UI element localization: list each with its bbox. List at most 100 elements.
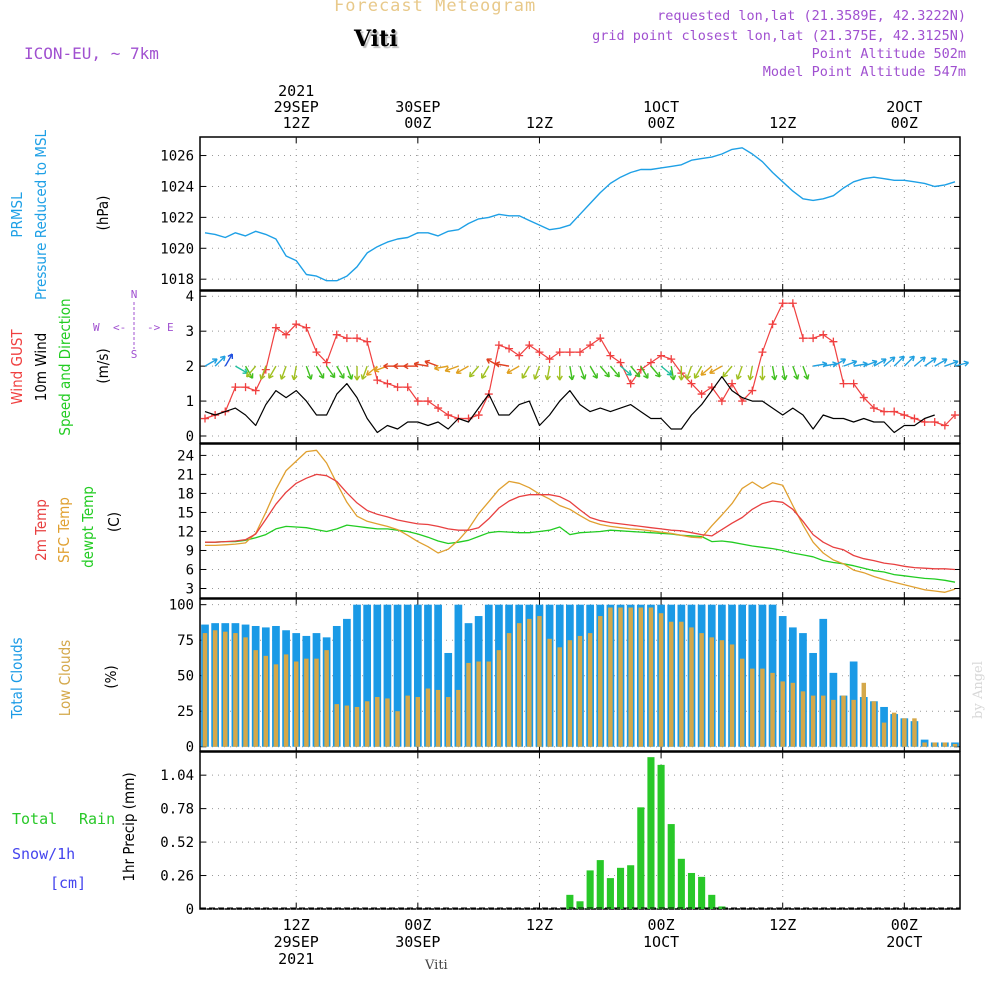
gust-marker [241, 383, 250, 392]
gust-marker [616, 358, 625, 367]
gust-marker [910, 414, 919, 423]
low-cloud-bar [608, 607, 613, 747]
wind-arrow-head [580, 374, 587, 380]
low-cloud-bar [334, 704, 339, 747]
gust-marker [626, 379, 635, 388]
gust-marker [748, 386, 757, 395]
top-time-label: 12Z [526, 114, 553, 132]
bottom-time-label: 29SEP [274, 933, 319, 951]
wind-arrow-head [468, 371, 475, 378]
low-cloud-bar [506, 633, 512, 747]
low-cloud-bar [344, 705, 350, 747]
rain-bar [616, 867, 625, 909]
low-cloud-bar [699, 633, 704, 747]
low-cloud-bar [780, 681, 785, 747]
wind-arrow-head [759, 375, 766, 381]
wind-arrow [640, 365, 649, 379]
low-cloud-bar [253, 650, 258, 747]
wind-arrow-head [840, 358, 847, 364]
gust-marker [271, 323, 280, 332]
point-altitude: Point Altitude 502m [811, 46, 966, 62]
rain-bar [586, 870, 594, 909]
wind-arrow [214, 355, 226, 367]
wind-arrow [569, 366, 573, 381]
wind-arrow [709, 365, 723, 374]
wind-arrow-head [279, 374, 286, 380]
gust-marker [434, 404, 443, 413]
wind-arrow-head [306, 374, 313, 380]
wind-arrow-head [771, 374, 778, 381]
gust-marker [342, 334, 351, 343]
wind-arrow-head [871, 359, 878, 366]
low-cloud-bar [851, 699, 856, 747]
wind-arrow [235, 365, 248, 374]
location-title: Viti [354, 26, 398, 52]
wind-arrow [893, 355, 905, 367]
wind-arrow-head [455, 368, 462, 374]
wind-arrow-head [227, 353, 234, 360]
wind-arrow [944, 360, 959, 367]
wind-arrow [792, 365, 799, 380]
gust-marker [890, 407, 899, 416]
footer-location: Viti [425, 958, 448, 973]
wind-arrow-head [413, 361, 420, 368]
wind-unit: (m/s) [94, 348, 112, 383]
wind-arrow-head [952, 359, 959, 366]
low-cloud-bar [729, 644, 735, 747]
wind-arrow [650, 365, 661, 378]
gust-marker [951, 411, 959, 420]
rain-bar [677, 858, 685, 909]
wind-arrow-head [793, 374, 800, 380]
wind-arrow-head [722, 371, 728, 378]
y-tick-label: 2 [186, 359, 194, 375]
y-tick-label: 3 [186, 581, 194, 597]
wind-arrow [934, 358, 948, 367]
low-cloud-bar [385, 698, 390, 747]
wind-arrow [361, 365, 368, 380]
rain-bar [606, 878, 614, 909]
wind-arrow [469, 365, 480, 378]
top-time-label: 2OCT [886, 98, 922, 116]
gust-marker [201, 414, 209, 423]
gust-marker [282, 330, 291, 339]
wind-arrow-head [592, 373, 598, 379]
wind-arrow-head [339, 373, 345, 379]
compass-w: W [93, 321, 100, 334]
y-tick-label: 18 [177, 486, 194, 502]
gust-marker [363, 337, 372, 346]
wind-arrow-head [604, 371, 610, 378]
wind-arrow [843, 360, 857, 367]
precip-rain-label: Rain [79, 810, 115, 828]
gust-marker [383, 379, 392, 388]
wind-arrow-head [347, 374, 354, 380]
wind-arrow [903, 355, 915, 367]
model-altitude: Model Point Altitude 547m [762, 64, 966, 80]
wind-arrow [268, 365, 277, 379]
low-cloud-bar [273, 664, 279, 747]
wind-arrow-head [709, 368, 715, 374]
y-tick-label: 3 [186, 324, 194, 340]
rain-bar [667, 824, 675, 909]
wind-arrow [260, 365, 267, 380]
wind-arrow-head [666, 370, 673, 376]
signature-text: by Angel [971, 661, 986, 719]
gust-marker [494, 341, 503, 350]
low-cloud-bar [658, 613, 664, 747]
y-tick-label: 75 [177, 633, 194, 649]
low-cloud-bar [679, 621, 684, 747]
wind-arrow-head [329, 372, 336, 379]
low-cloud-bar [922, 742, 927, 747]
low-cloud-bar [668, 621, 674, 747]
low-cloud-bar [243, 637, 248, 747]
rain-bar [647, 757, 655, 909]
gust-marker [535, 348, 544, 357]
wind-arrow-head [291, 374, 298, 381]
wind-arrow-head [373, 366, 380, 373]
gust-label: Wind GUST [8, 329, 26, 405]
wind-arrow [336, 365, 345, 379]
low-cloud-bar [891, 712, 897, 747]
low-cloud-bar [283, 654, 289, 747]
low-cloud-bar [739, 658, 745, 747]
wind-arrow-head [403, 362, 409, 370]
wind-arrow-head [735, 374, 742, 380]
